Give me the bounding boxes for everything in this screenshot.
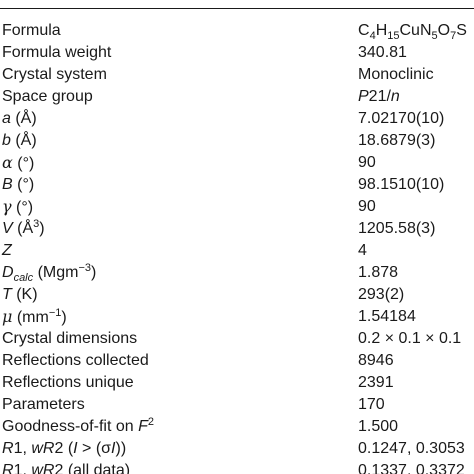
parameter-value: 0.1337, 0.3372 (358, 462, 465, 474)
parameter-label: R1, wR2 (I > (σI)) (2, 440, 127, 457)
table-row: R1, wR2 (I > (σI)) 0.1247, 0.3053 (0, 438, 474, 460)
parameter-value: 98.1510(10) (358, 176, 445, 193)
table-row: b (Å) 18.6879(3) (0, 130, 474, 152)
parameter-value: P21/n (358, 88, 400, 105)
parameter-value: 1.500 (358, 418, 399, 435)
parameter-value: 4 (358, 242, 367, 259)
table-row: R1, wR2 (all data) 0.1337, 0.3372 (0, 460, 474, 474)
parameter-label: Crystal dimensions (2, 330, 138, 347)
parameter-value: 8946 (358, 352, 394, 369)
parameter-value: 0.2 × 0.1 × 0.1 (358, 330, 462, 347)
table-body: Formula C4H15CuN5O7S Formula weight 340.81 C… (0, 20, 474, 474)
parameter-label: V (Å3) (2, 218, 45, 238)
parameter-value: 293(2) (358, 286, 405, 303)
table-row: γ (°) 90 (0, 196, 474, 218)
table-row: Parameters 170 (0, 394, 474, 416)
table-row: Formula C4H15CuN5O7S (0, 20, 474, 42)
table-row: B (°) 98.1510(10) (0, 174, 474, 196)
top-rule (0, 8, 474, 9)
parameter-label: Z (2, 242, 12, 259)
parameter-label: B (°) (2, 176, 35, 193)
parameter-label: Dcalc (Mgm−3) (2, 262, 97, 284)
table-row: a (Å) 7.02170(10) (0, 108, 474, 130)
parameter-label: Parameters (2, 396, 85, 413)
parameter-value: 90 (358, 154, 376, 171)
table-row: Reflections unique 2391 (0, 372, 474, 394)
table-row: T (K) 293(2) (0, 284, 474, 306)
parameter-label: Crystal system (2, 66, 107, 83)
table-row: V (Å3) 1205.58(3) (0, 218, 474, 240)
parameter-label: Space group (2, 88, 93, 105)
table-row: Reflections collected 8946 (0, 350, 474, 372)
parameter-label: Reflections collected (2, 352, 149, 369)
parameter-value: Monoclinic (358, 66, 434, 83)
parameter-value: 340.81 (358, 44, 407, 61)
parameter-value: 90 (358, 198, 376, 215)
parameter-label: T (K) (2, 286, 38, 303)
table-row: Crystal system Monoclinic (0, 64, 474, 86)
parameter-value: 18.6879(3) (358, 132, 436, 149)
parameter-label: R1, wR2 (all data) (2, 462, 131, 474)
parameter-label: b (Å) (2, 132, 37, 149)
table-row: Formula weight 340.81 (0, 42, 474, 64)
parameter-value: C4H15CuN5O7S (358, 22, 467, 42)
parameter-label: Formula (2, 22, 61, 39)
parameter-value: 0.1247, 0.3053 (358, 440, 465, 457)
parameter-label: Goodness-of-fit on F2 (2, 416, 154, 436)
table-row: α (°) 90 (0, 152, 474, 174)
table-row: Dcalc (Mgm−3) 1.878 (0, 262, 474, 284)
parameter-value: 1.878 (358, 264, 399, 281)
parameter-value: 1.54184 (358, 308, 416, 325)
parameter-label: a (Å) (2, 110, 37, 127)
table-row: Space group P21/n (0, 86, 474, 108)
parameter-label: α (°) (2, 153, 35, 172)
parameter-value: 1205.58(3) (358, 220, 436, 237)
parameter-label: Formula weight (2, 44, 112, 61)
table-row: Crystal dimensions 0.2 × 0.1 × 0.1 (0, 328, 474, 350)
parameter-value: 170 (358, 396, 385, 413)
table-row: Goodness-of-fit on F2 1.500 (0, 416, 474, 438)
parameter-value: 7.02170(10) (358, 110, 445, 127)
parameter-label: γ (°) (2, 197, 34, 216)
parameter-value: 2391 (358, 374, 394, 391)
table-row: μ (mm−1) 1.54184 (0, 306, 474, 328)
parameter-label: μ (mm−1) (2, 307, 67, 326)
parameter-label: Reflections unique (2, 374, 134, 391)
